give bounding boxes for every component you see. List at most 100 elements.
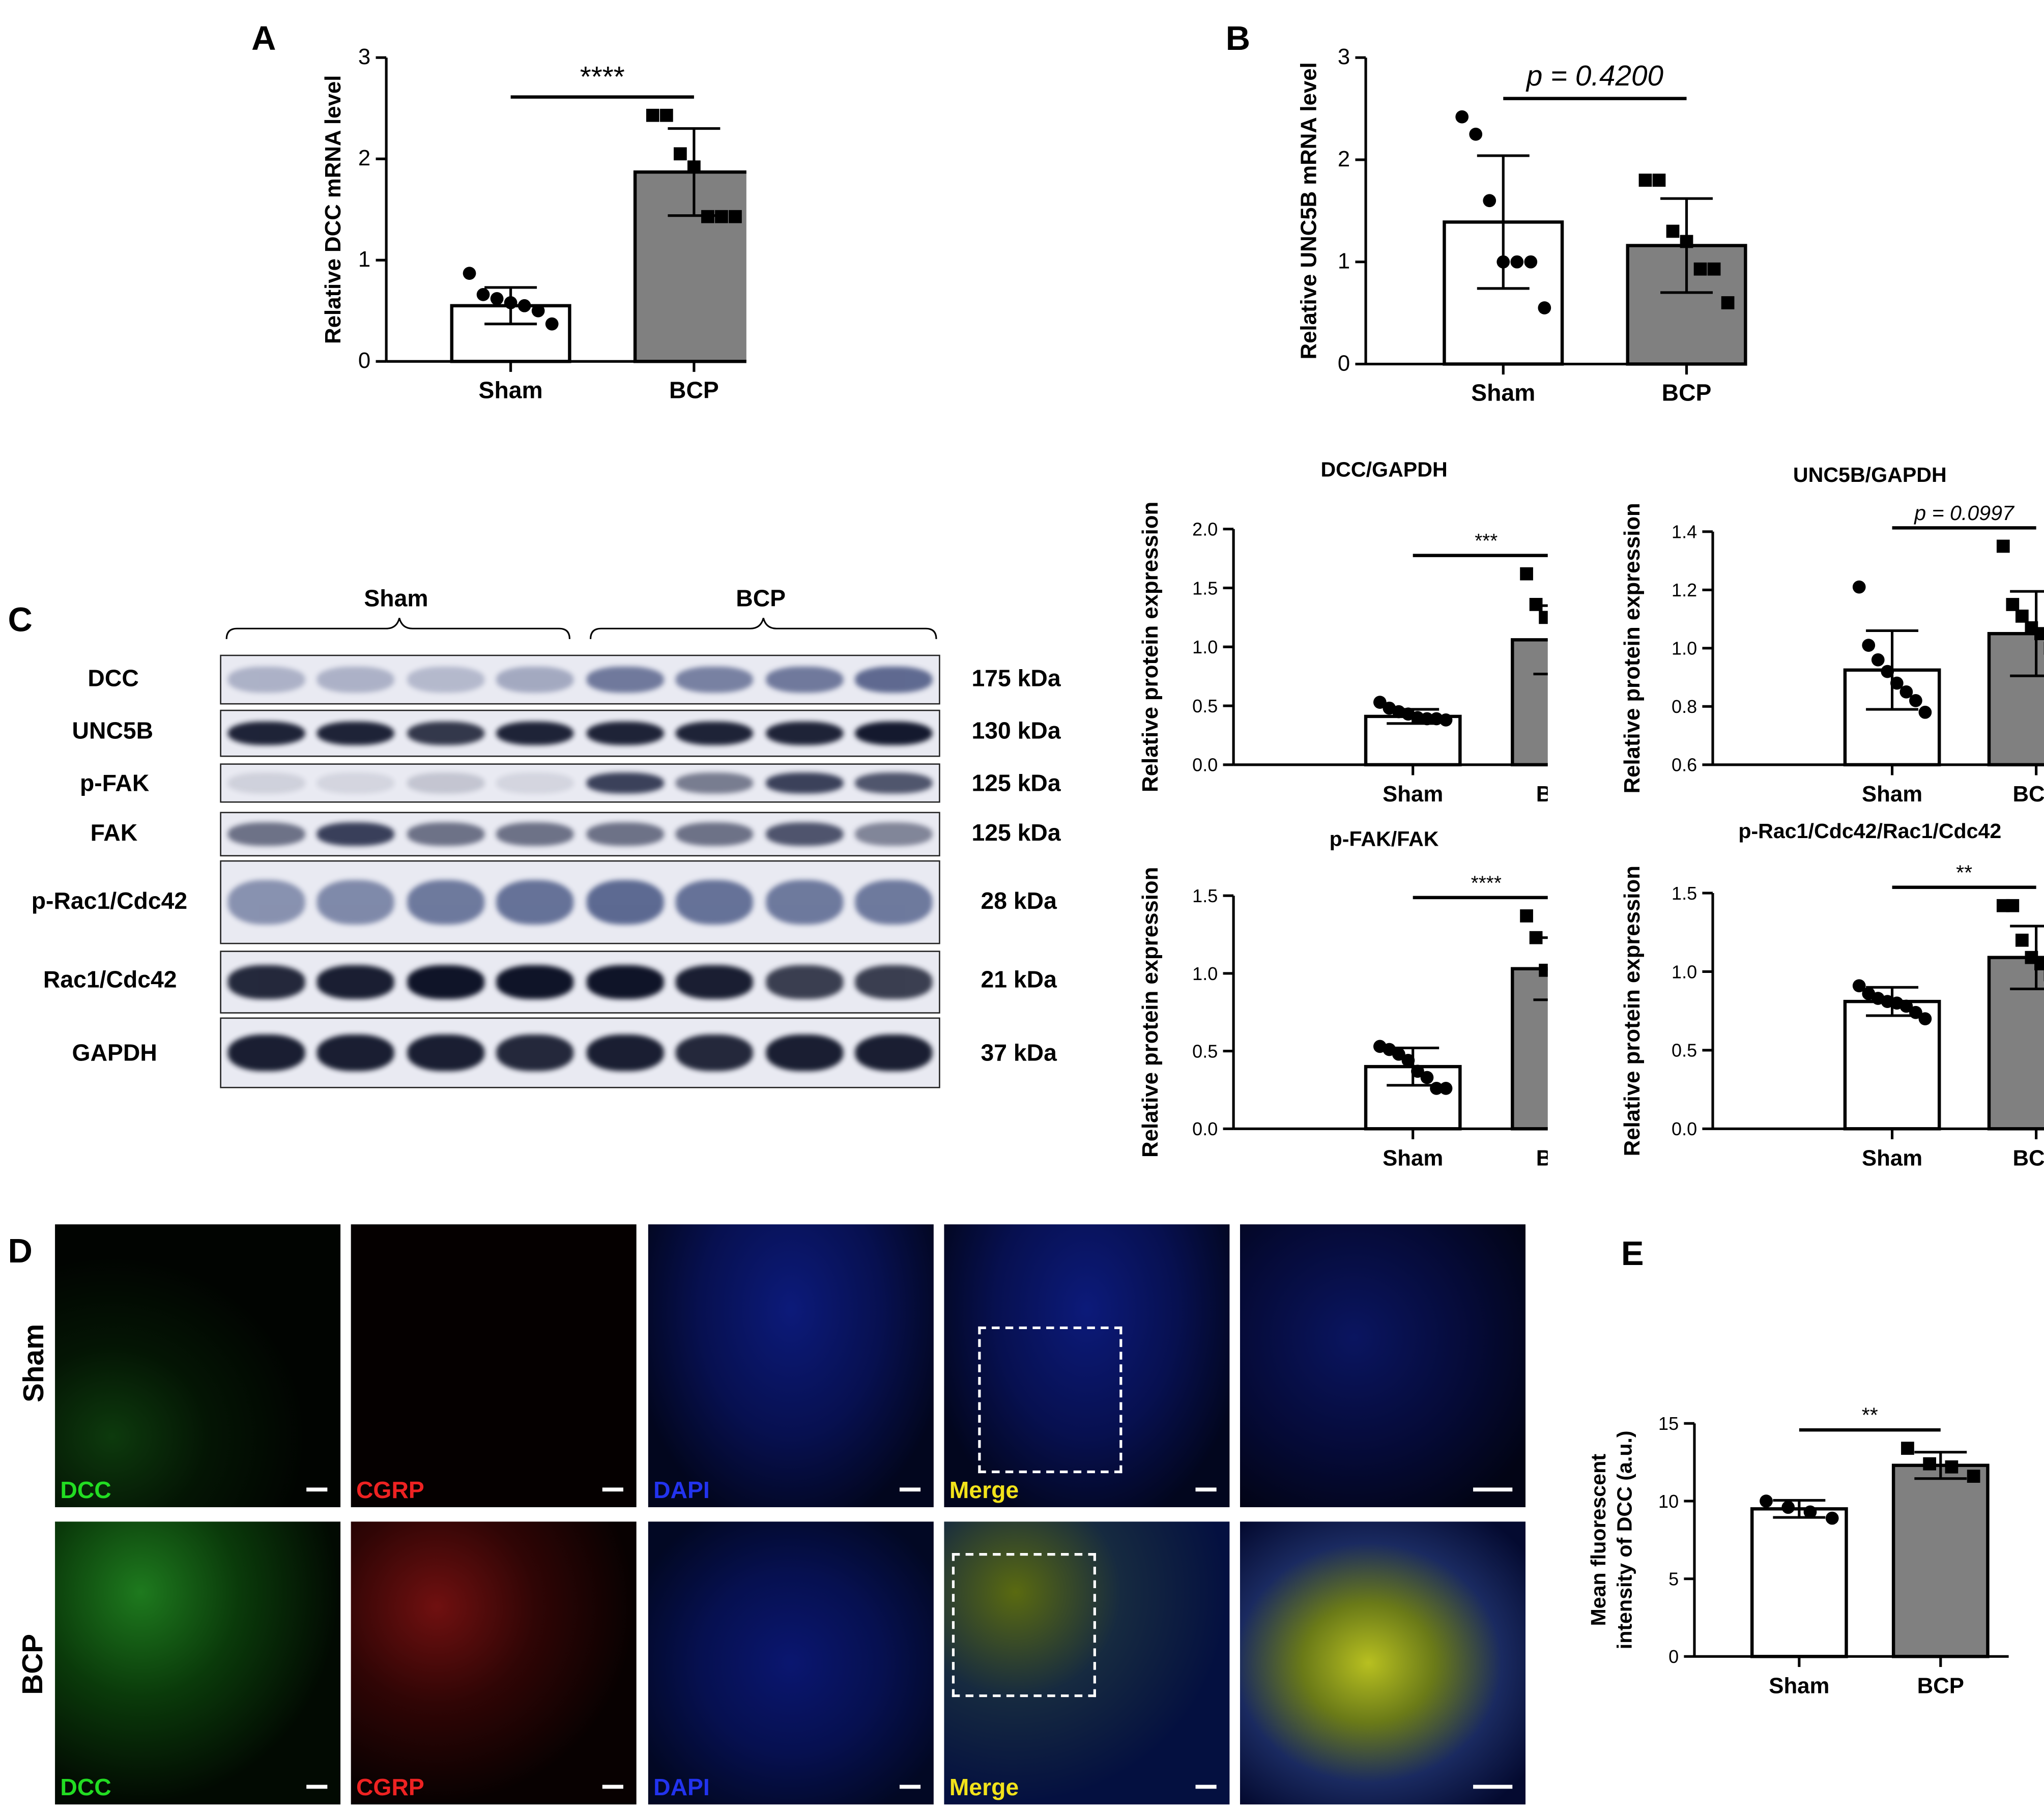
blot-band [497, 773, 574, 793]
blot-band [586, 965, 664, 999]
blot-band [227, 880, 305, 925]
kda-rac1: 21 kDa [981, 966, 1057, 993]
chart-unc5b-gapdh: UNC5B/GAPDH Relative protein expression 0.… [1620, 463, 2044, 807]
micro-bcp-dcc: DCC [55, 1521, 341, 1805]
data-point [1693, 262, 1707, 276]
x-tick-label: BCP [1536, 782, 1548, 807]
data-point [1496, 255, 1510, 269]
data-point [1373, 696, 1387, 709]
y-tick-label: 0.0 [1192, 755, 1218, 775]
data-point [504, 296, 517, 309]
y-axis-label: intensity of DCC (a.u.) [1613, 1430, 1636, 1649]
micro-sham-zoom [1240, 1224, 1526, 1507]
kda-pfak: 125 kDa [971, 770, 1061, 796]
y-axis-label: Relative protein expression [1620, 866, 1645, 1156]
data-point [1529, 931, 1543, 944]
blot-strip-prac1 [220, 860, 940, 944]
scale-bar [899, 1785, 921, 1789]
kda-dcc: 175 kDa [971, 665, 1061, 692]
significance-label: ** [1956, 860, 1972, 884]
chart-title: p-FAK/FAK [1330, 827, 1439, 850]
blot-band [317, 880, 395, 925]
blot-label-dcc: DCC [88, 665, 139, 692]
data-point [1825, 1511, 1839, 1525]
y-tick-label: 0.5 [1192, 1041, 1218, 1061]
blot-band [407, 667, 484, 693]
blot-band [676, 773, 754, 793]
chart-a-dcc-mrna: Relative DCC mRNA level 0 1 2 3 Sham BCP **** [321, 44, 746, 403]
blot-strip-unc5b [220, 709, 940, 757]
blot-band [676, 1034, 754, 1072]
y-tick-label: 1.5 [1192, 885, 1218, 906]
data-point [1881, 665, 1894, 678]
data-point [674, 147, 687, 161]
data-point [1899, 999, 1913, 1013]
data-point [646, 108, 659, 122]
data-point [1539, 963, 1548, 977]
data-point [1909, 694, 1922, 707]
bar-sham [1750, 1507, 1848, 1658]
data-point [1707, 262, 1721, 276]
y-tick-label: 1.5 [1192, 578, 1218, 598]
blot-strip-fak [220, 812, 940, 857]
data-point [1923, 1457, 1937, 1471]
chart-title: DCC/GAPDH [1320, 458, 1447, 481]
blot-band [676, 822, 754, 846]
blot-band [855, 1034, 933, 1072]
micro-bcp-cgrp: CGRP [351, 1521, 637, 1805]
blot-band [586, 773, 664, 793]
significance-label: *** [1475, 530, 1498, 552]
y-axis-label: Mean fluorescent [1587, 1454, 1610, 1626]
blot-band [855, 880, 933, 925]
panel-letter-d: D [8, 1230, 33, 1271]
scale-bar [306, 1785, 328, 1789]
bar-bcp [633, 170, 746, 363]
blot-strip-gapdh [220, 1017, 940, 1088]
data-point [1411, 1065, 1424, 1078]
data-point [1638, 174, 1652, 187]
data-point [1469, 127, 1483, 141]
y-tick-label: 0.8 [1672, 696, 1697, 717]
blot-group-bcp: BCP [736, 585, 786, 612]
micro-label-sham-dcc: DCC [60, 1477, 111, 1504]
blot-label-gapdh: GAPDH [72, 1040, 157, 1066]
data-point [1401, 1054, 1415, 1067]
data-point [1483, 194, 1496, 208]
data-point [531, 304, 545, 318]
significance-label: **** [1471, 872, 1502, 894]
data-point [2006, 598, 2020, 611]
data-point [476, 288, 490, 301]
blot-band [586, 880, 664, 925]
bar-bcp [1511, 967, 1548, 1131]
blot-band [765, 822, 843, 846]
data-point [1852, 979, 1866, 993]
blot-band [407, 822, 484, 846]
blot-band [497, 667, 574, 693]
kda-prac1: 28 kDa [981, 887, 1057, 914]
data-point [1871, 653, 1885, 667]
blot-band [317, 667, 395, 693]
micro-bcp-dapi: DAPI [648, 1521, 934, 1805]
data-point [1721, 296, 1735, 309]
data-point [2006, 899, 2020, 912]
y-axis-label: Relative DCC mRNA level [321, 75, 346, 344]
x-tick-label: BCP [1917, 1673, 1964, 1698]
data-point [1918, 705, 1932, 719]
data-point [1524, 255, 1538, 269]
scale-bar [602, 1785, 623, 1789]
blot-band [407, 965, 484, 999]
scale-bar [1195, 1487, 1217, 1492]
x-tick-label: Sham [1862, 1145, 1922, 1170]
blot-strip-pfak [220, 763, 940, 803]
x-tick-label: Sham [479, 377, 543, 403]
y-axis-label: Relative UNC5B mRNA level [1296, 62, 1321, 359]
data-point [1510, 255, 1524, 269]
data-point [2034, 627, 2044, 641]
scale-bar [1195, 1785, 1217, 1789]
blot-band [497, 721, 574, 746]
y-tick-label: 1.4 [1672, 522, 1697, 542]
x-tick-label: BCP [1662, 379, 1712, 406]
scale-bar [1473, 1785, 1513, 1789]
data-point [1852, 580, 1866, 594]
data-point [701, 210, 714, 223]
